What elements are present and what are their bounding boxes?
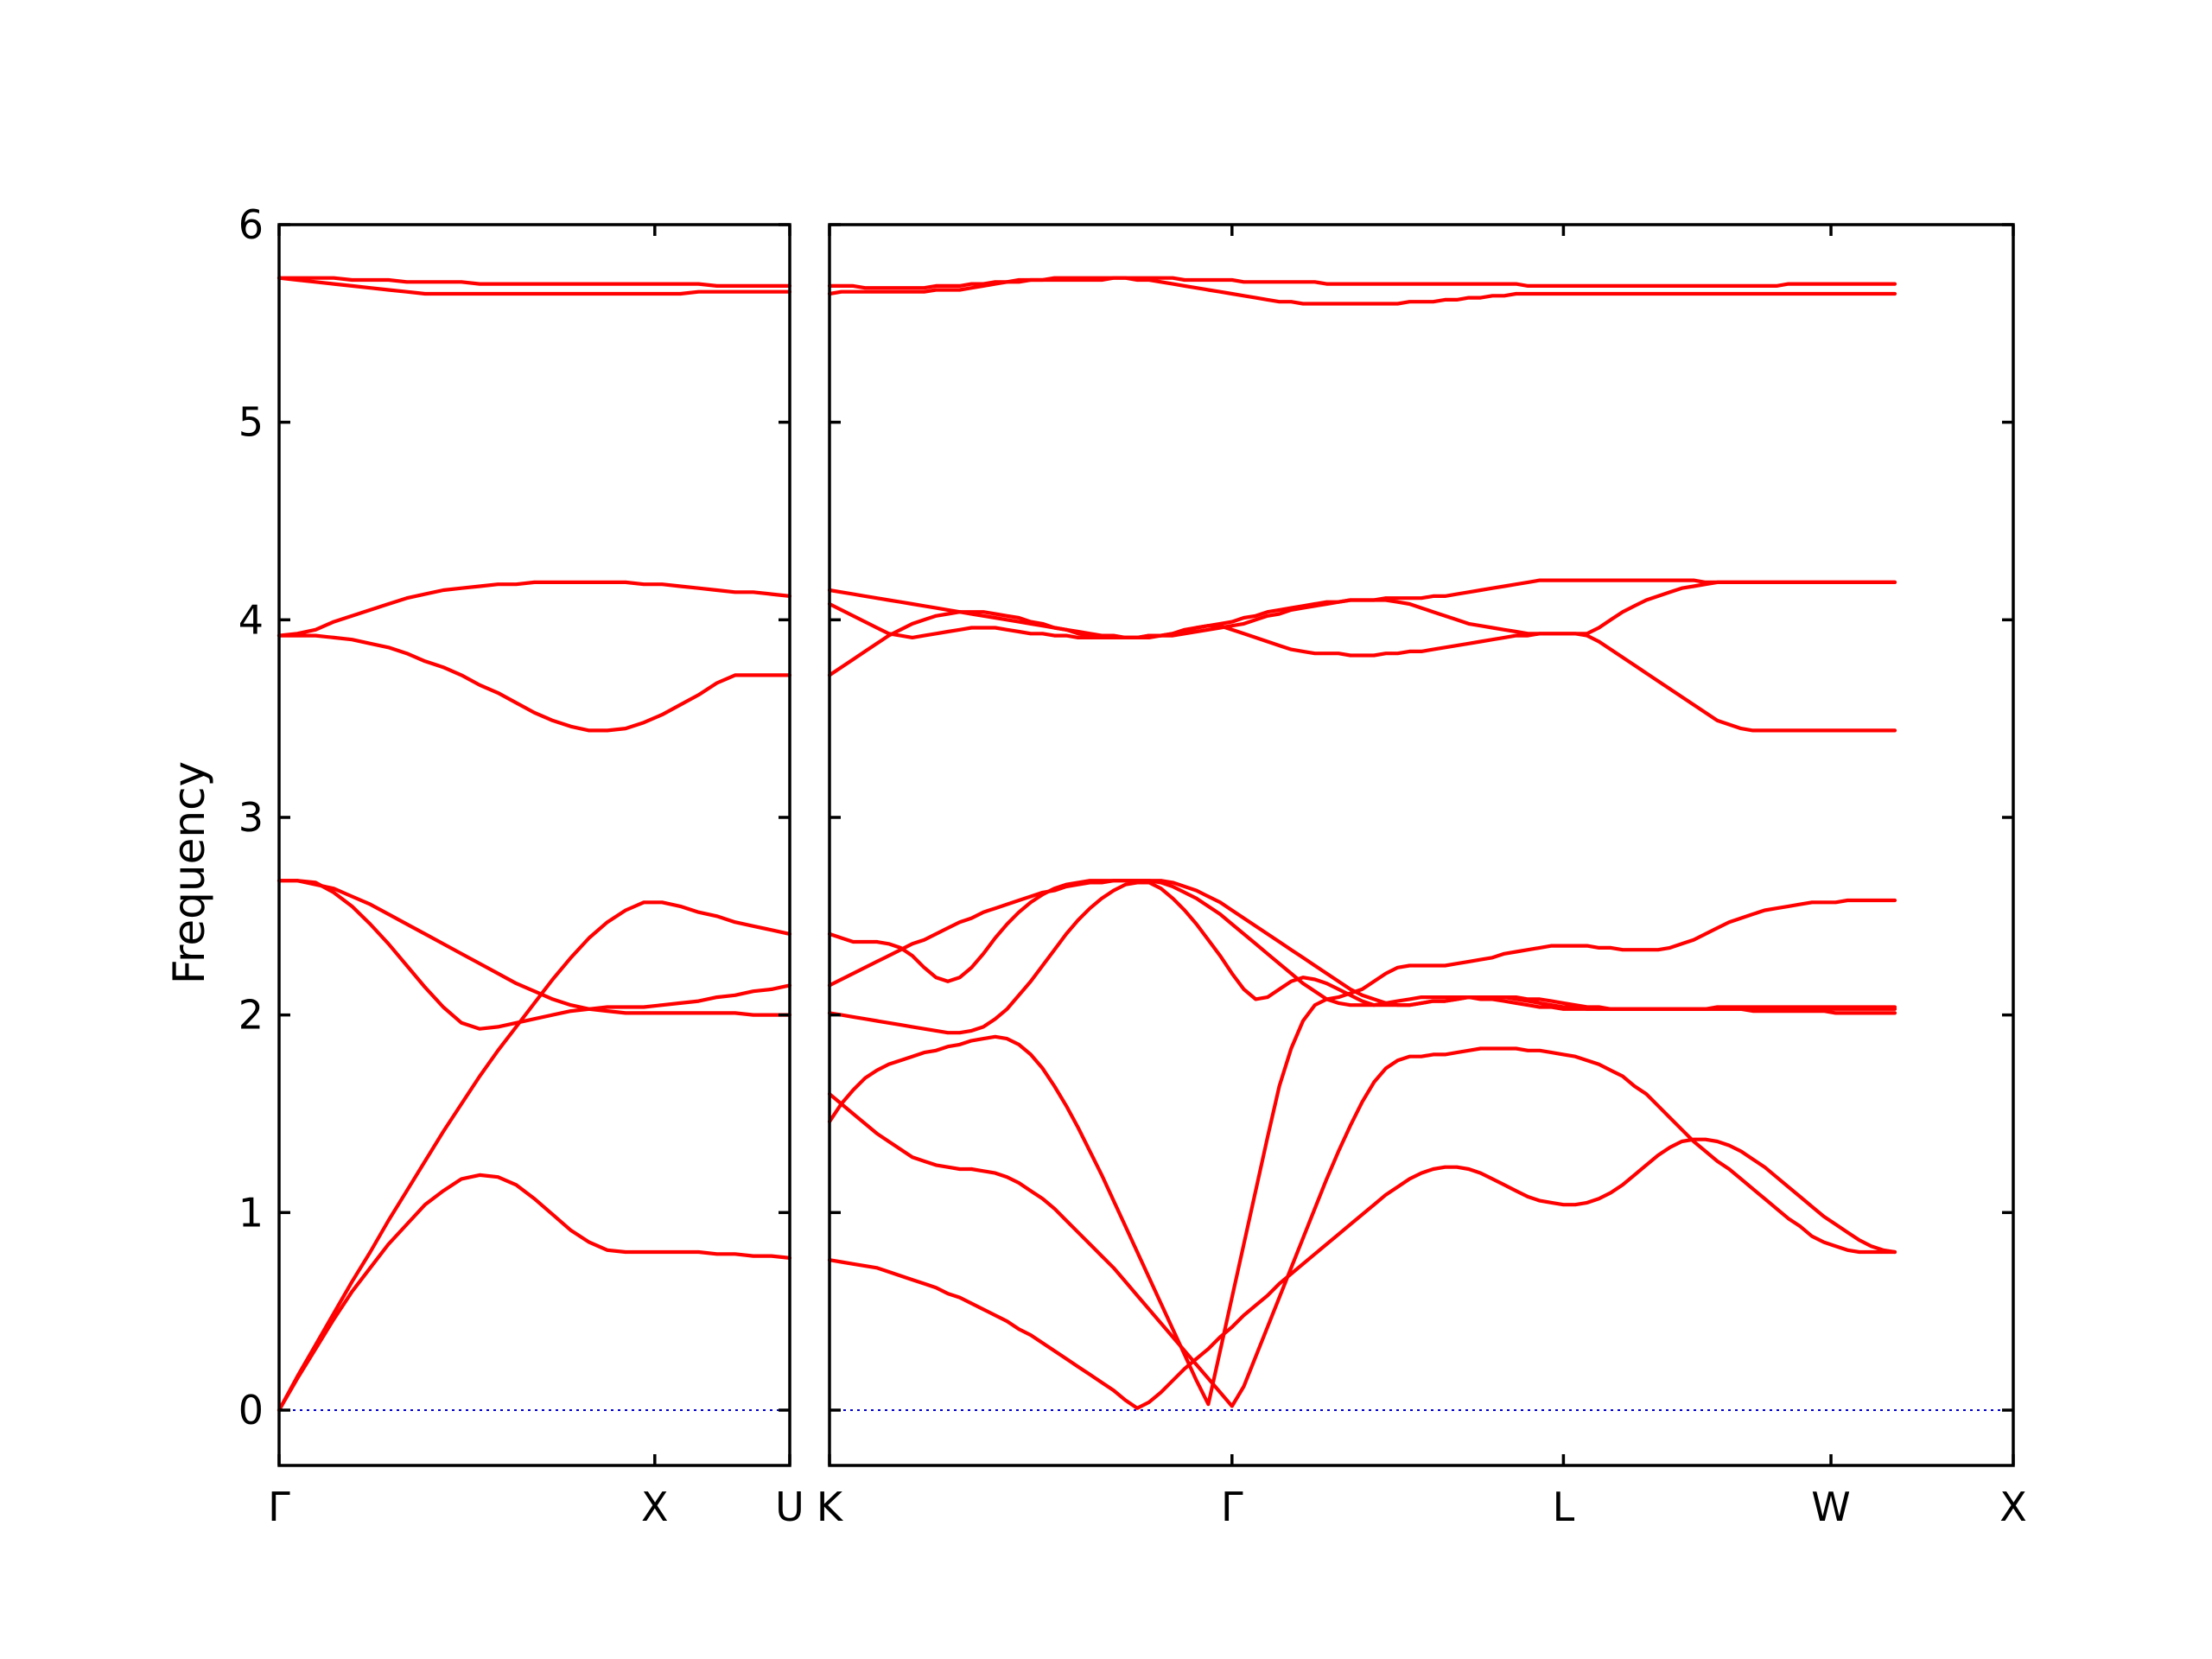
band-line-5: [827, 879, 1897, 1011]
plot-frame: [277, 223, 791, 1467]
band-line-9: [827, 578, 1897, 639]
band-line-5: [276, 633, 792, 733]
band-line-4: [276, 879, 792, 1031]
plot-frame: [828, 223, 2015, 1467]
x-tick-label: X: [641, 1484, 669, 1530]
band-line-1: [827, 1137, 1897, 1410]
y-axis-title: Frequency: [164, 761, 214, 984]
y-tick-label: 1: [238, 1189, 264, 1236]
y-tick-label: 5: [238, 399, 264, 446]
x-tick-label: W: [1811, 1484, 1850, 1530]
x-tick-label: U: [775, 1484, 804, 1530]
x-tick-label: Γ: [268, 1484, 290, 1530]
band-line-7: [827, 610, 1897, 733]
band-line-2: [827, 1046, 1897, 1408]
panel-gamma-x-u: 0 1 2 3 4 5 6 Γ X U: [238, 201, 804, 1530]
y-tick-label: 4: [238, 596, 264, 643]
y-tick-label: 6: [238, 201, 264, 248]
band-line-2: [276, 900, 792, 1413]
x-tick-label: L: [1553, 1484, 1575, 1530]
y-tick-label: 2: [238, 992, 264, 1039]
band-line-3: [827, 898, 1897, 1407]
band-line-8: [276, 276, 792, 288]
band-line-7: [276, 276, 792, 296]
x-tick-label: Γ: [1221, 1484, 1243, 1530]
x-tick-label: K: [817, 1484, 844, 1530]
x-tick-label: X: [1999, 1484, 2027, 1530]
band-line-6: [827, 879, 1897, 1011]
band-line-3: [276, 879, 792, 1017]
band-line-1: [276, 1173, 792, 1413]
band-line-11: [827, 276, 1897, 290]
band-line-6: [276, 580, 792, 638]
y-tick-label: 0: [238, 1387, 264, 1433]
y-tick-label: 3: [238, 794, 264, 841]
